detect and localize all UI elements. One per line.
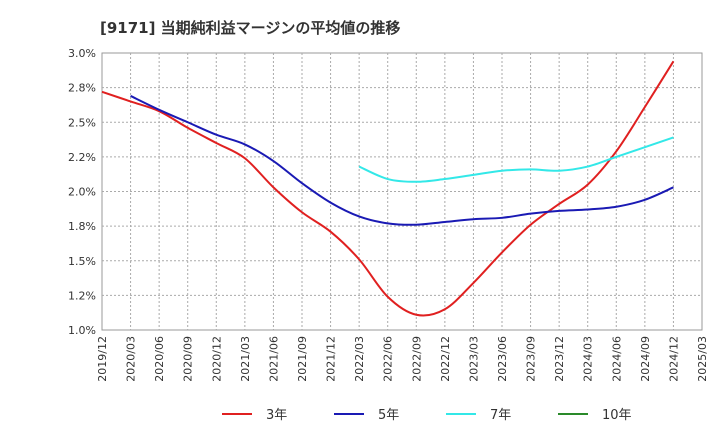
x-tick-label: 2021/06 [267, 336, 280, 382]
y-tick-label: 2.0% [68, 186, 96, 199]
x-tick-label: 2022/12 [439, 336, 452, 382]
x-tick-label: 2020/12 [210, 336, 223, 382]
x-axis: 2019/12 2020/03 2020/06 2020/09 2020/12 2021/… [96, 336, 709, 382]
x-tick-label: 2021/03 [239, 336, 252, 382]
series-group [101, 60, 675, 317]
y-tick-label: 1.0% [68, 324, 96, 337]
series-line-3 [358, 136, 674, 183]
x-tick-label: 2024/06 [610, 336, 623, 382]
x-tick-label: 2023/12 [553, 336, 566, 382]
grid [102, 53, 702, 330]
x-tick-label: 2022/03 [353, 336, 366, 382]
legend-label: 10年 [602, 408, 632, 423]
series-line-2 [130, 95, 674, 226]
y-tick-label: 3.0% [68, 47, 96, 60]
series-line-1 [101, 60, 675, 317]
legend-label: 7年 [490, 408, 511, 423]
x-tick-label: 2020/03 [125, 336, 138, 382]
x-tick-label: 2020/06 [153, 336, 166, 382]
y-axis: 1.0% 1.2% 1.5% 1.8% 2.0% 2.2% 2.5% 2.8% 3.0% [68, 47, 96, 337]
legend: 3年 5年 7年 10年 [222, 408, 632, 423]
y-tick-label: 2.2% [68, 151, 96, 164]
x-tick-label: 2021/12 [325, 336, 338, 382]
x-tick-label: 2019/12 [96, 336, 109, 382]
y-tick-label: 2.5% [68, 116, 96, 129]
y-tick-label: 1.8% [68, 220, 96, 233]
x-tick-label: 2024/03 [582, 336, 595, 382]
x-tick-label: 2023/09 [525, 336, 538, 382]
x-tick-label: 2022/06 [382, 336, 395, 382]
chart-title: [9171] 当期純利益マージンの平均値の推移 [100, 19, 400, 37]
y-tick-label: 1.2% [68, 289, 96, 302]
x-tick-label: 2024/12 [667, 336, 680, 382]
x-tick-label: 2024/09 [639, 336, 652, 382]
legend-label: 5年 [378, 408, 399, 423]
y-tick-label: 1.5% [68, 255, 96, 268]
x-tick-label: 2023/03 [467, 336, 480, 382]
legend-label: 3年 [266, 408, 287, 423]
x-tick-label: 2023/06 [496, 336, 509, 382]
x-tick-label: 2022/09 [410, 336, 423, 382]
x-tick-label: 2025/03 [696, 336, 709, 382]
x-tick-label: 2020/09 [182, 336, 195, 382]
x-tick-label: 2021/09 [296, 336, 309, 382]
y-tick-label: 2.8% [68, 82, 96, 95]
